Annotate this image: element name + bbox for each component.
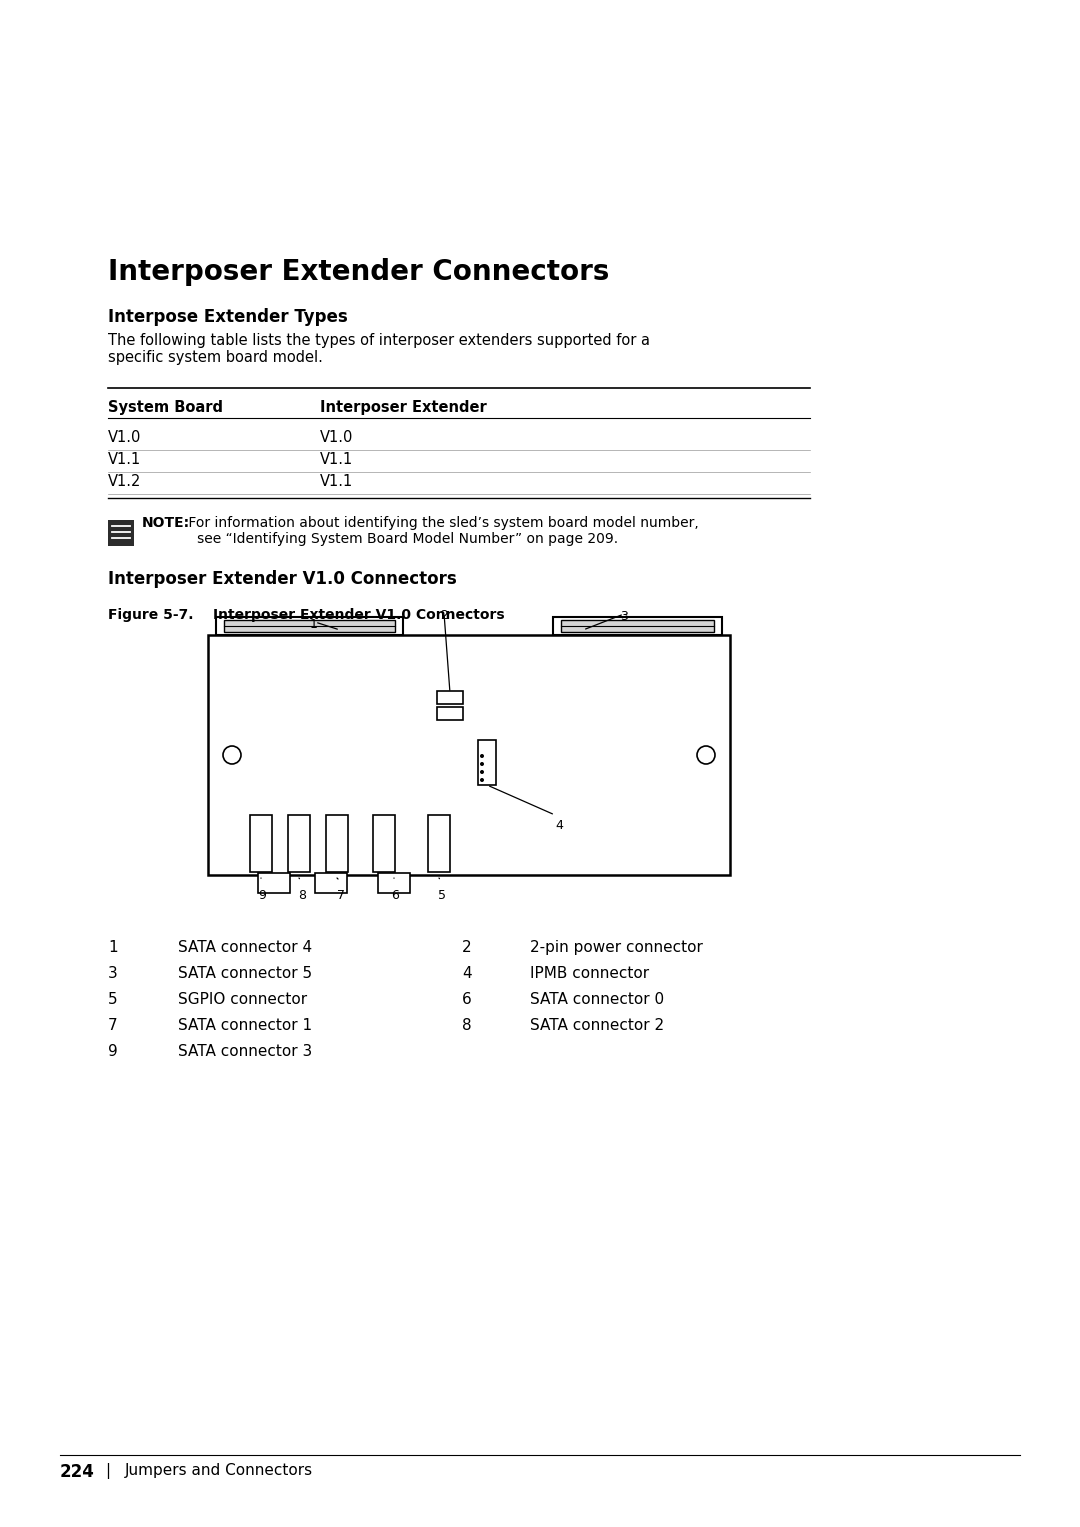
Text: V1.0: V1.0 bbox=[320, 431, 353, 444]
Text: NOTE:: NOTE: bbox=[141, 516, 190, 530]
Text: 1: 1 bbox=[108, 941, 118, 954]
Bar bbox=[224, 620, 395, 632]
Text: Jumpers and Connectors: Jumpers and Connectors bbox=[125, 1463, 313, 1478]
Text: 8: 8 bbox=[462, 1019, 472, 1032]
Bar bbox=[326, 815, 348, 872]
Bar bbox=[208, 635, 730, 875]
Text: V1.0: V1.0 bbox=[108, 431, 141, 444]
Text: SATA connector 0: SATA connector 0 bbox=[530, 993, 664, 1006]
Text: |: | bbox=[105, 1463, 110, 1480]
Text: 7: 7 bbox=[108, 1019, 118, 1032]
Circle shape bbox=[480, 770, 484, 774]
Text: 9: 9 bbox=[108, 1044, 118, 1060]
Text: 6: 6 bbox=[391, 889, 399, 902]
Text: V1.1: V1.1 bbox=[320, 452, 353, 467]
Text: SATA connector 4: SATA connector 4 bbox=[178, 941, 312, 954]
Circle shape bbox=[480, 762, 484, 767]
Circle shape bbox=[480, 777, 484, 782]
Text: 1: 1 bbox=[310, 618, 318, 631]
Bar bbox=[258, 873, 291, 893]
Text: System Board: System Board bbox=[108, 400, 222, 415]
Text: Interpose Extender Types: Interpose Extender Types bbox=[108, 308, 348, 325]
Text: 8: 8 bbox=[298, 889, 306, 902]
Bar bbox=[216, 617, 403, 635]
Bar bbox=[428, 815, 450, 872]
Text: V1.1: V1.1 bbox=[320, 473, 353, 489]
Bar bbox=[437, 707, 463, 721]
Circle shape bbox=[480, 754, 484, 757]
Text: SATA connector 3: SATA connector 3 bbox=[178, 1044, 312, 1060]
Text: Interposer Extender V1.0 Connectors: Interposer Extender V1.0 Connectors bbox=[108, 570, 457, 588]
Bar bbox=[553, 617, 723, 635]
Bar bbox=[437, 692, 463, 704]
Circle shape bbox=[222, 747, 241, 764]
Text: For information about identifying the sled’s system board model number,
   see “: For information about identifying the sl… bbox=[184, 516, 699, 547]
Bar bbox=[373, 815, 395, 872]
Circle shape bbox=[697, 747, 715, 764]
Text: 5: 5 bbox=[438, 889, 446, 902]
Text: 7: 7 bbox=[337, 889, 345, 902]
Bar bbox=[288, 815, 310, 872]
Bar bbox=[378, 873, 410, 893]
Text: 224: 224 bbox=[60, 1463, 95, 1481]
Text: 2-pin power connector: 2-pin power connector bbox=[530, 941, 703, 954]
Text: 3: 3 bbox=[620, 609, 627, 623]
Text: 4: 4 bbox=[555, 818, 563, 832]
Text: SATA connector 2: SATA connector 2 bbox=[530, 1019, 664, 1032]
Bar bbox=[561, 620, 714, 632]
Text: SATA connector 1: SATA connector 1 bbox=[178, 1019, 312, 1032]
Text: Interposer Extender: Interposer Extender bbox=[320, 400, 487, 415]
Text: 3: 3 bbox=[108, 967, 118, 980]
Text: IPMB connector: IPMB connector bbox=[530, 967, 649, 980]
Text: Figure 5-7.    Interposer Extender V1.0 Connectors: Figure 5-7. Interposer Extender V1.0 Con… bbox=[108, 608, 504, 621]
Text: 4: 4 bbox=[462, 967, 472, 980]
Text: The following table lists the types of interposer extenders supported for a
spec: The following table lists the types of i… bbox=[108, 333, 650, 365]
Text: Interposer Extender Connectors: Interposer Extender Connectors bbox=[108, 258, 609, 286]
Text: V1.1: V1.1 bbox=[108, 452, 141, 467]
Text: 6: 6 bbox=[462, 993, 472, 1006]
Bar bbox=[315, 873, 347, 893]
Bar bbox=[249, 815, 272, 872]
Text: V1.2: V1.2 bbox=[108, 473, 141, 489]
Text: SGPIO connector: SGPIO connector bbox=[178, 993, 307, 1006]
Bar bbox=[108, 521, 134, 547]
Text: 5: 5 bbox=[108, 993, 118, 1006]
Bar bbox=[478, 741, 496, 785]
Text: 2: 2 bbox=[440, 609, 448, 621]
Text: 2: 2 bbox=[462, 941, 472, 954]
Text: SATA connector 5: SATA connector 5 bbox=[178, 967, 312, 980]
Text: 9: 9 bbox=[258, 889, 266, 902]
